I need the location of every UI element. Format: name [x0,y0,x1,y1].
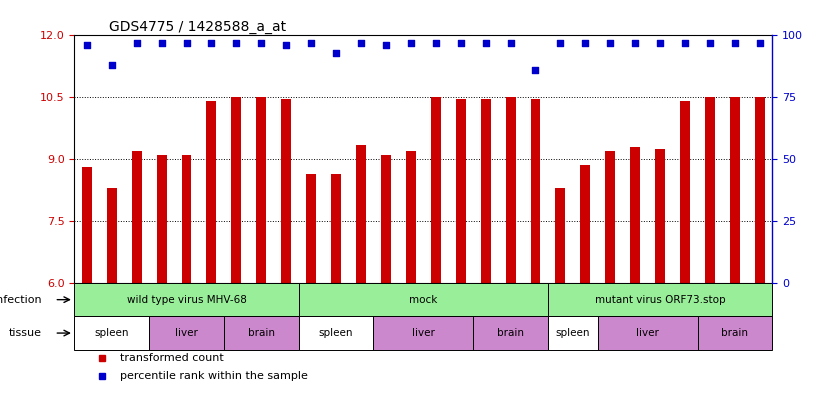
Bar [406,151,415,283]
Text: wild type virus MHV-68: wild type virus MHV-68 [126,295,246,305]
Bar [74,283,299,316]
Bar [182,155,192,283]
Point [80,42,93,48]
Bar [224,316,299,350]
Point [404,40,417,46]
Point [105,62,118,68]
Bar [548,283,772,316]
Bar [655,149,665,283]
Point [479,40,492,46]
Text: brain: brain [721,328,748,338]
Point [305,40,318,46]
Point [330,50,343,56]
Text: spleen: spleen [94,328,129,338]
Text: brain: brain [248,328,275,338]
Point [130,40,143,46]
Bar [256,97,266,283]
Bar [107,188,116,283]
Text: spleen: spleen [556,328,590,338]
Text: transformed count: transformed count [120,353,224,363]
Bar [74,316,150,350]
Bar [299,283,548,316]
Point [454,40,468,46]
Point [280,42,293,48]
Point [354,40,368,46]
Point [553,40,567,46]
Bar [697,316,772,350]
Bar [456,99,466,283]
Point [704,40,717,46]
Bar [705,97,715,283]
Bar [306,174,316,283]
Bar [431,97,441,283]
Point [230,40,243,46]
Bar [473,316,548,350]
Point [729,40,742,46]
Point [653,40,667,46]
Bar [82,167,92,283]
Text: mutant virus ORF73.stop: mutant virus ORF73.stop [595,295,725,305]
Point [753,40,767,46]
Point [379,42,392,48]
Text: percentile rank within the sample: percentile rank within the sample [120,371,307,381]
Bar [356,145,366,283]
Bar [605,151,615,283]
Bar [680,101,690,283]
Text: infection: infection [0,295,42,305]
Bar [581,165,591,283]
Text: liver: liver [175,328,198,338]
Point [579,40,592,46]
Bar [598,316,697,350]
Text: mock: mock [409,295,438,305]
Point [254,40,268,46]
Bar [150,316,224,350]
Point [529,67,542,73]
Point [430,40,443,46]
Text: liver: liver [412,328,434,338]
Point [180,40,193,46]
Point [629,40,642,46]
Bar [373,316,473,350]
Bar [299,316,373,350]
Bar [555,188,566,283]
Bar [331,174,341,283]
Bar [381,155,391,283]
Text: GDS4775 / 1428588_a_at: GDS4775 / 1428588_a_at [109,20,287,34]
Bar [481,99,491,283]
Text: brain: brain [497,328,524,338]
Point [205,40,218,46]
Text: spleen: spleen [319,328,354,338]
Bar [548,316,598,350]
Point [155,40,169,46]
Point [504,40,517,46]
Bar [281,99,292,283]
Bar [131,151,141,283]
Point [678,40,691,46]
Bar [530,99,540,283]
Text: tissue: tissue [9,328,42,338]
Point [604,40,617,46]
Bar [157,155,167,283]
Bar [730,97,740,283]
Bar [755,97,765,283]
Bar [231,97,241,283]
Text: liver: liver [636,328,659,338]
Bar [506,97,515,283]
Bar [206,101,216,283]
Bar [630,147,640,283]
